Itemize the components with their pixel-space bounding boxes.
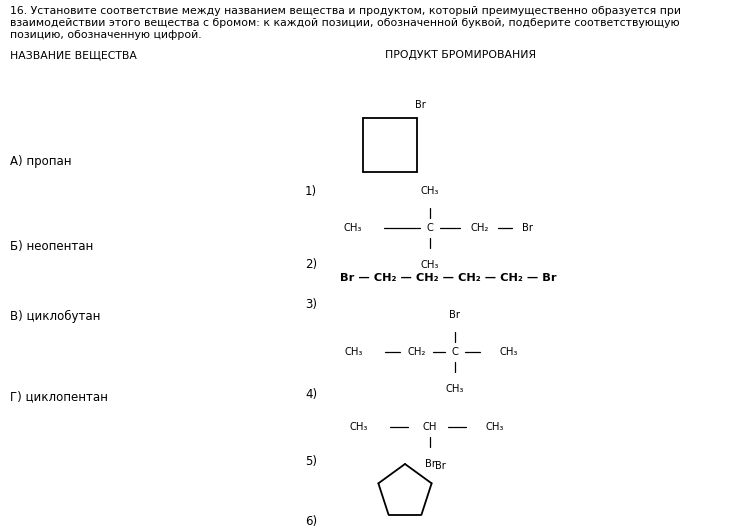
Text: В) циклобутан: В) циклобутан: [10, 310, 101, 323]
Text: 16. Установите соответствие между названием вещества и продуктом, который преиму: 16. Установите соответствие между назван…: [10, 6, 681, 16]
Text: C: C: [452, 347, 458, 357]
Text: C: C: [426, 223, 434, 233]
Text: CH₂: CH₂: [471, 223, 489, 233]
Text: ПРОДУКТ БРОМИРОВАНИЯ: ПРОДУКТ БРОМИРОВАНИЯ: [385, 50, 536, 60]
Text: CH₃: CH₃: [500, 347, 518, 357]
Text: CH₃: CH₃: [344, 347, 363, 357]
Text: Br: Br: [424, 459, 435, 469]
Text: 5): 5): [305, 455, 317, 468]
Text: CH₃: CH₃: [420, 260, 439, 270]
Text: CH₃: CH₃: [446, 384, 464, 394]
Text: CH₃: CH₃: [486, 422, 505, 432]
Text: CH: CH: [423, 422, 437, 432]
Text: Br — CH₂ — CH₂ — CH₂ — CH₂ — Br: Br — CH₂ — CH₂ — CH₂ — CH₂ — Br: [340, 273, 556, 283]
Text: 2): 2): [305, 258, 317, 271]
Text: 3): 3): [305, 298, 317, 311]
Text: Br: Br: [435, 461, 446, 471]
Text: Br: Br: [522, 223, 533, 233]
Text: Br: Br: [415, 100, 426, 110]
Text: позицию, обозначенную цифрой.: позицию, обозначенную цифрой.: [10, 30, 202, 40]
Text: НАЗВАНИЕ ВЕЩЕСТВА: НАЗВАНИЕ ВЕЩЕСТВА: [10, 50, 137, 60]
Text: 6): 6): [305, 515, 317, 528]
Text: CH₃: CH₃: [350, 422, 368, 432]
Text: CH₂: CH₂: [408, 347, 426, 357]
Text: CH₃: CH₃: [420, 186, 439, 196]
Text: Б) неопентан: Б) неопентан: [10, 240, 93, 253]
Text: взаимодействии этого вещества с бромом: к каждой позиции, обозначенной буквой, п: взаимодействии этого вещества с бромом: …: [10, 18, 680, 28]
Text: Г) циклопентан: Г) циклопентан: [10, 390, 108, 403]
Text: Br: Br: [449, 310, 460, 320]
Text: CH₃: CH₃: [344, 223, 362, 233]
Text: 1): 1): [305, 185, 317, 198]
Text: А) пропан: А) пропан: [10, 155, 72, 168]
Text: 4): 4): [305, 388, 317, 401]
